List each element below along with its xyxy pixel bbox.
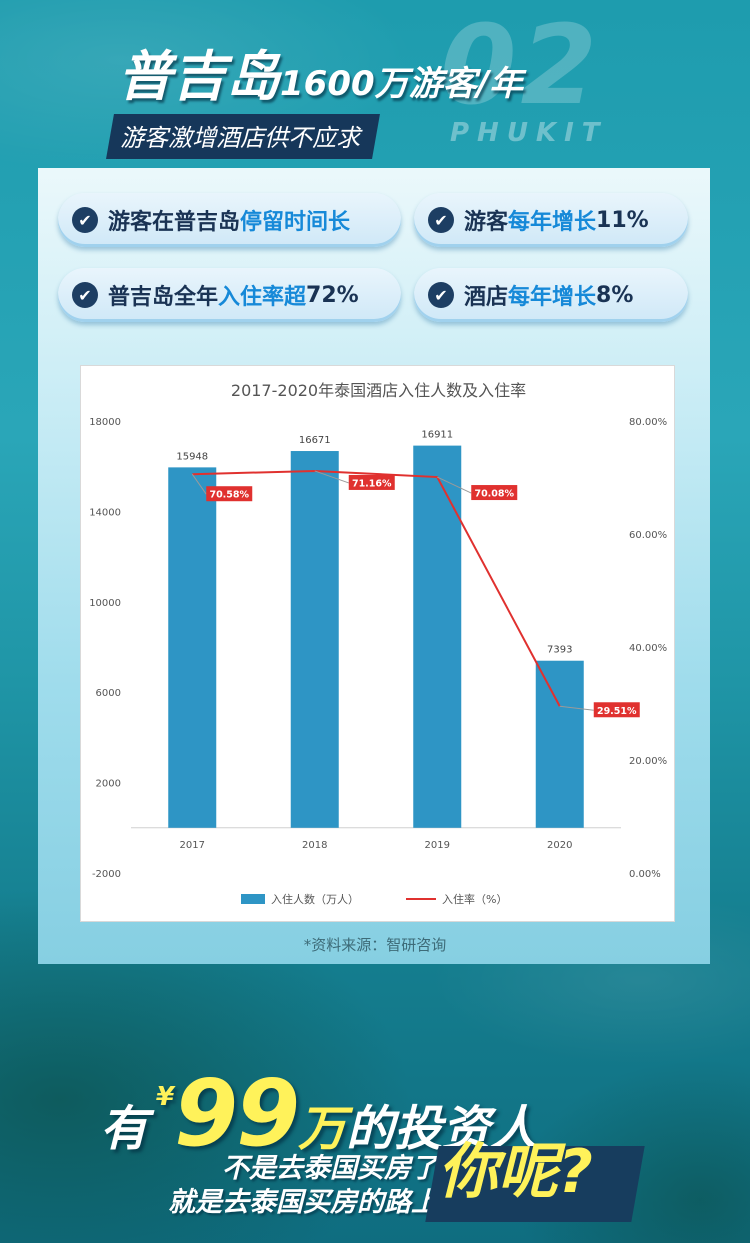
- feature-text-end: 8%: [596, 282, 634, 308]
- page-subtitle-text: 游客激增酒店供不应求: [120, 124, 361, 152]
- line-value-label: 29.51%: [597, 706, 637, 717]
- bar-value-label: 16911: [421, 430, 453, 441]
- bar-value-label: 7393: [547, 645, 572, 656]
- page-subtitle: 游客激增酒店供不应求: [106, 114, 380, 159]
- y-right-tick-label: 20.00%: [629, 756, 667, 767]
- check-icon: ✔: [72, 207, 98, 233]
- x-tick-label: 2017: [180, 840, 205, 851]
- data-label-leader: [191, 473, 207, 495]
- feature-highlight: 停留时间长: [240, 210, 351, 235]
- title-place: 普吉岛: [118, 45, 280, 108]
- data-label-box: [471, 485, 518, 501]
- y-left-tick-label: 2000: [96, 779, 121, 790]
- legend-label-bars: 入住人数（万人）: [271, 892, 359, 906]
- legend-swatch-bars: [241, 894, 265, 904]
- slogan-question: 你呢?: [438, 1137, 593, 1207]
- y-left-tick-label: 14000: [89, 507, 121, 518]
- y-right-tick-label: 80.00%: [629, 417, 667, 428]
- bar-2020: [535, 660, 584, 828]
- feature-highlight: 每年增长: [508, 285, 597, 310]
- data-label-leader: [437, 476, 472, 494]
- y-left-tick-label: 18000: [89, 417, 121, 428]
- feature-text-end: 11%: [596, 207, 649, 233]
- feature-text: 普吉岛全年: [108, 285, 219, 310]
- y-left-tick-label: 10000: [89, 598, 121, 609]
- occupancy-chart: 2017-2020年泰国酒店入住人数及入住率 18000 14000 10000 600…: [89, 381, 667, 906]
- chart-container: 2017-2020年泰国酒店入住人数及入住率 18000 14000 10000 600…: [80, 365, 675, 922]
- y-left-tick-label: -2000: [92, 869, 121, 880]
- check-icon: ✔: [428, 282, 454, 308]
- y-right-tick-label: 0.00%: [629, 869, 661, 880]
- feature-text: 游客: [464, 210, 509, 235]
- slogan-unit: 万: [298, 1101, 347, 1157]
- feature-text-end: 72%: [306, 282, 359, 308]
- bar-2018: [290, 451, 339, 828]
- slogan-line-on-the-way: 就是去泰国买房的路上: [168, 1186, 438, 1218]
- line-value-label: 70.58%: [209, 490, 249, 501]
- slogan-line-bought: 不是去泰国买房了: [222, 1153, 438, 1184]
- chart-title: 2017-2020年泰国酒店入住人数及入住率: [231, 381, 526, 400]
- legend-label-line: 入住率（%）: [442, 892, 507, 906]
- feature-text: 游客在普吉岛: [108, 210, 241, 235]
- slogan-lines: 不是去泰国买房了 就是去泰国买房的路上: [96, 1152, 438, 1220]
- slogan-have: 有: [100, 1101, 149, 1157]
- feature-highlight: 入住率超: [218, 285, 307, 310]
- check-icon: ✔: [72, 282, 98, 308]
- data-label-leader: [314, 470, 349, 484]
- slogan-investors: 的投资人: [346, 1101, 539, 1157]
- line-value-label: 71.16%: [352, 478, 392, 489]
- feature-highlight: 每年增长: [508, 210, 597, 235]
- feature-pill-visitor-growth: ✔ 游客 每年增长 11%: [414, 193, 688, 247]
- y-right-tick-label: 60.00%: [629, 530, 667, 541]
- x-tick-label: 2019: [425, 840, 450, 851]
- feature-pill-hotel-growth: ✔ 酒店 每年增长 8%: [414, 268, 688, 322]
- bar-2017: [168, 467, 217, 828]
- feature-text: 酒店: [464, 285, 509, 310]
- data-source: *资料来源：智研咨询: [303, 936, 447, 954]
- background-word: PHUKIT: [450, 118, 608, 148]
- data-label-box: [593, 702, 640, 718]
- y-left-tick-label: 6000: [96, 688, 121, 699]
- y-right-tick-label: 40.00%: [629, 643, 667, 654]
- occupancy-line: [192, 469, 561, 707]
- feature-pill-stay: ✔ 游客在普吉岛 停留时间长: [58, 193, 401, 247]
- bar-value-label: 16671: [299, 435, 331, 446]
- data-label-box: [348, 474, 395, 490]
- page-title: 普吉岛1600万游客/年: [118, 50, 523, 104]
- feature-pill-occupancy: ✔ 普吉岛全年 入住率超 72%: [58, 268, 401, 322]
- x-tick-label: 2018: [302, 840, 327, 851]
- bar-value-label: 15948: [176, 451, 208, 462]
- x-tick-label: 2020: [547, 840, 572, 851]
- data-label-leader: [559, 705, 594, 711]
- currency-symbol: ¥: [156, 1082, 175, 1112]
- background-number: 02: [440, 1, 602, 129]
- line-value-label: 70.08%: [474, 489, 514, 500]
- bar-2019: [413, 445, 462, 828]
- slogan-headline: 有¥99万的投资人: [100, 1068, 538, 1160]
- check-icon: ✔: [428, 207, 454, 233]
- data-label-box: [206, 486, 253, 502]
- title-visitors: 1600万游客/年: [280, 64, 524, 104]
- slogan-number: 99: [174, 1060, 300, 1167]
